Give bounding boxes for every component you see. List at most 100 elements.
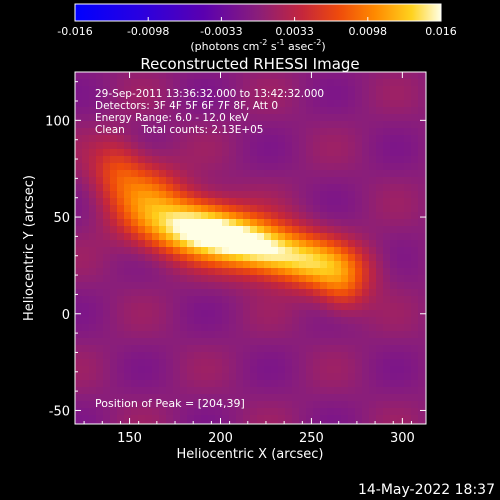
heatmap-cell — [138, 331, 145, 338]
heatmap-cell — [145, 380, 152, 387]
heatmap-cell — [278, 135, 285, 142]
heatmap-cell — [348, 387, 355, 394]
heatmap-cell — [341, 401, 348, 408]
heatmap-cell — [264, 394, 271, 401]
heatmap-cell — [173, 233, 180, 240]
heatmap-cell — [201, 184, 208, 191]
heatmap-cell — [222, 177, 229, 184]
heatmap-cell — [173, 128, 180, 135]
heatmap-cell — [110, 268, 117, 275]
heatmap-cell — [117, 338, 124, 345]
heatmap-cell — [278, 184, 285, 191]
heatmap-cell — [397, 142, 404, 149]
heatmap-cell — [334, 310, 341, 317]
heatmap-cell — [418, 303, 425, 310]
heatmap-cell — [278, 338, 285, 345]
heatmap-cell — [222, 107, 229, 114]
heatmap-cell — [264, 422, 271, 424]
heatmap-cell — [96, 268, 103, 275]
heatmap-cell — [75, 373, 82, 380]
heatmap-cell — [243, 422, 250, 424]
heatmap-cell — [376, 352, 383, 359]
heatmap-cell — [89, 233, 96, 240]
heatmap-cell — [117, 415, 124, 422]
heatmap-cell — [418, 79, 425, 86]
heatmap-cell — [166, 373, 173, 380]
heatmap-cell — [285, 170, 292, 177]
heatmap-cell — [201, 100, 208, 107]
heatmap-cell — [96, 170, 103, 177]
heatmap-cell — [327, 247, 334, 254]
heatmap-cell — [362, 170, 369, 177]
heatmap-cell — [348, 268, 355, 275]
heatmap-cell — [411, 163, 418, 170]
heatmap-cell — [306, 93, 313, 100]
heatmap-cell — [369, 107, 376, 114]
heatmap-cell — [355, 93, 362, 100]
heatmap-cell — [243, 93, 250, 100]
heatmap-cell — [341, 352, 348, 359]
heatmap-cell — [180, 240, 187, 247]
heatmap-cell — [180, 100, 187, 107]
heatmap-cell — [173, 142, 180, 149]
heatmap-cell — [229, 79, 236, 86]
heatmap-cell — [236, 226, 243, 233]
heatmap-cell — [222, 212, 229, 219]
heatmap-cell — [411, 240, 418, 247]
heatmap-cell — [334, 415, 341, 422]
heatmap-cell — [208, 212, 215, 219]
heatmap-cell — [411, 408, 418, 415]
heatmap-cell — [334, 100, 341, 107]
heatmap-cell — [348, 275, 355, 282]
heatmap-cell — [103, 352, 110, 359]
heatmap-cell — [348, 170, 355, 177]
heatmap-cell — [383, 345, 390, 352]
heatmap-cell — [236, 219, 243, 226]
heatmap-cell — [159, 142, 166, 149]
heatmap-cell — [208, 79, 215, 86]
heatmap-cell — [194, 198, 201, 205]
heatmap-cell — [271, 93, 278, 100]
heatmap-cell — [194, 135, 201, 142]
heatmap-cell — [278, 198, 285, 205]
heatmap-cell — [292, 303, 299, 310]
heatmap-cell — [96, 247, 103, 254]
heatmap-cell — [166, 401, 173, 408]
heatmap-cell — [306, 296, 313, 303]
heatmap-cell — [222, 289, 229, 296]
heatmap-cell — [404, 303, 411, 310]
heatmap-cell — [327, 261, 334, 268]
heatmap-cell — [96, 72, 103, 79]
heatmap-cell — [236, 149, 243, 156]
heatmap-cell — [390, 233, 397, 240]
heatmap-cell — [376, 86, 383, 93]
heatmap-cell — [313, 219, 320, 226]
heatmap-cell — [278, 107, 285, 114]
heatmap-cell — [117, 163, 124, 170]
heatmap-cell — [404, 100, 411, 107]
heatmap-cell — [355, 149, 362, 156]
heatmap-cell — [236, 408, 243, 415]
heatmap-cell — [285, 121, 292, 128]
heatmap-cell — [299, 394, 306, 401]
heatmap-cell — [222, 296, 229, 303]
heatmap-cell — [131, 72, 138, 79]
heatmap-cell — [250, 268, 257, 275]
heatmap-cell — [250, 156, 257, 163]
heatmap-cell — [348, 401, 355, 408]
heatmap-cell — [292, 100, 299, 107]
heatmap-cell — [292, 107, 299, 114]
heatmap-cell — [334, 331, 341, 338]
heatmap-cell — [215, 296, 222, 303]
heatmap-cell — [194, 100, 201, 107]
heatmap-cell — [124, 240, 131, 247]
heatmap-cell — [96, 156, 103, 163]
heatmap-cell — [278, 345, 285, 352]
heatmap-cell — [152, 198, 159, 205]
heatmap-cell — [166, 282, 173, 289]
heatmap-cell — [215, 345, 222, 352]
heatmap-cell — [194, 219, 201, 226]
heatmap-cell — [75, 93, 82, 100]
heatmap-cell — [222, 114, 229, 121]
heatmap-cell — [271, 387, 278, 394]
